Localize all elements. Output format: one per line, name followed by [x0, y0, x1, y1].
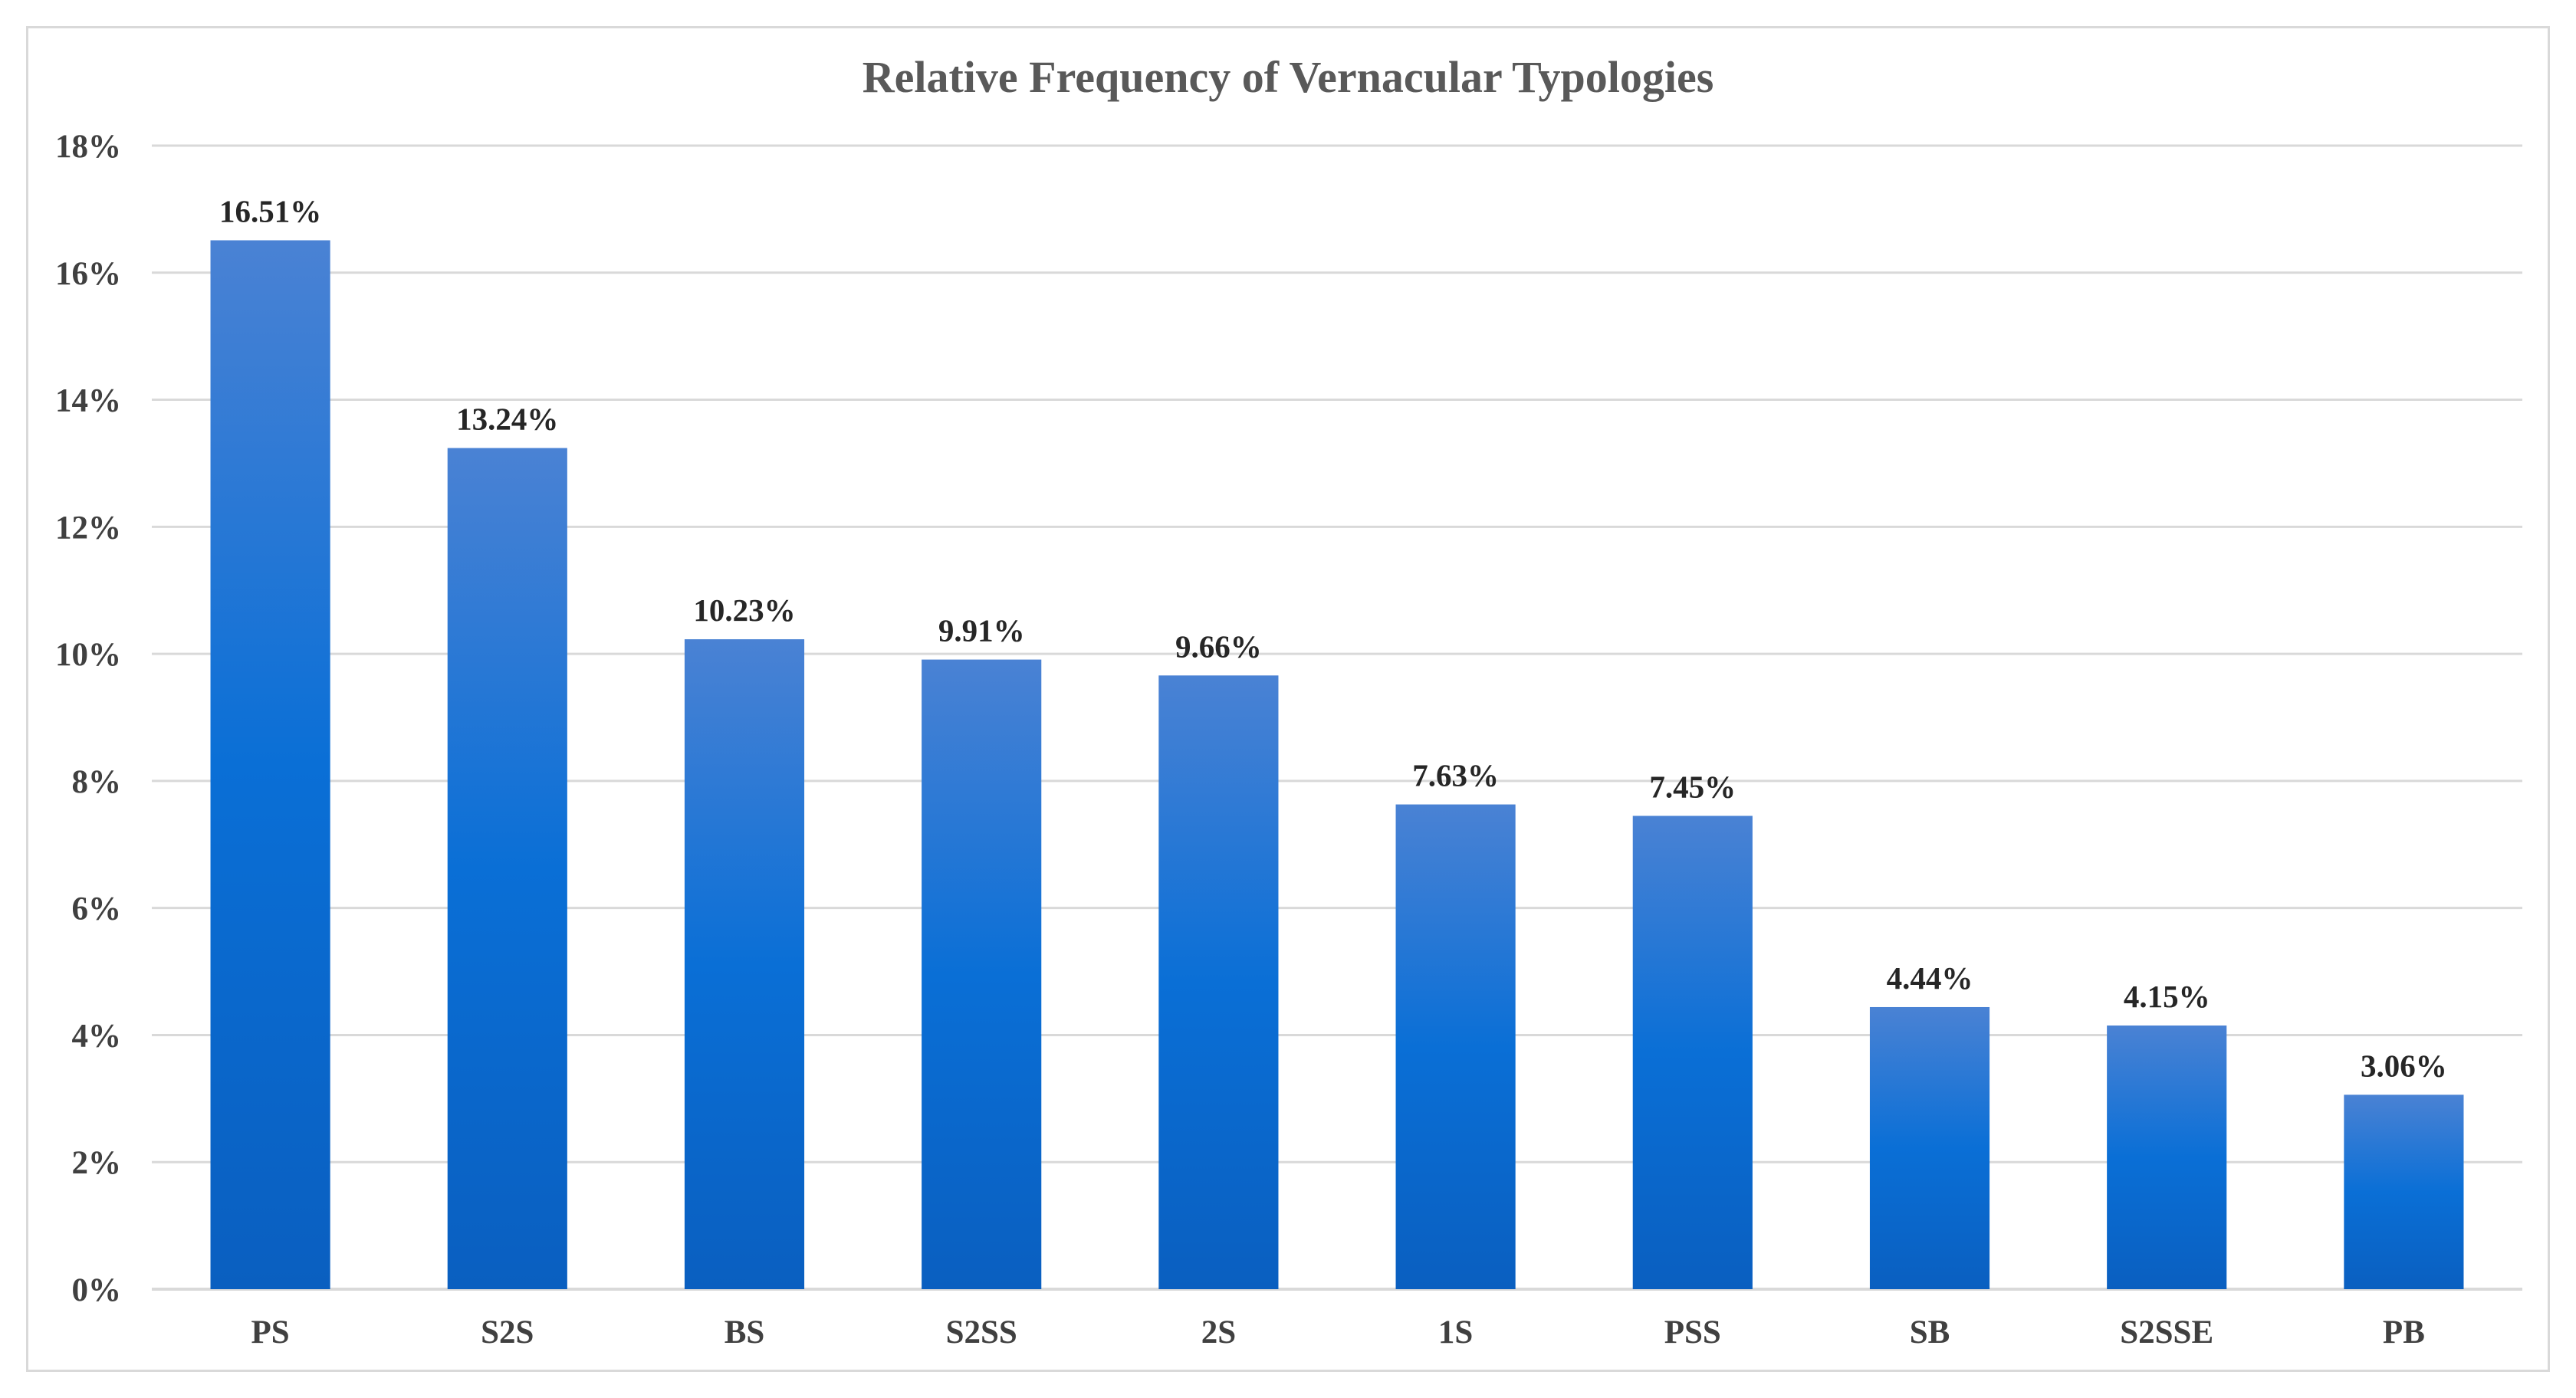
data-label: 3.06% — [2361, 1048, 2447, 1083]
y-axis-tick-labels: 0% 2% 4% 6% 8% 10% 12% 14% 16% 18% — [55, 129, 121, 1308]
data-label: 7.63% — [1412, 758, 1499, 793]
x-category-label: PSS — [1664, 1314, 1721, 1350]
bar-pb — [2344, 1094, 2464, 1289]
y-tick-label: 2% — [72, 1145, 122, 1181]
bar-bs — [684, 639, 805, 1289]
y-tick-label: 0% — [72, 1272, 122, 1308]
x-category-label: S2S — [481, 1314, 534, 1350]
bar-2s — [1158, 675, 1279, 1289]
y-tick-label: 16% — [55, 256, 121, 292]
data-label: 16.51% — [219, 194, 321, 229]
data-label: 13.24% — [456, 402, 558, 437]
x-category-label: BS — [724, 1314, 765, 1350]
y-tick-label: 18% — [55, 129, 121, 165]
data-label: 4.44% — [1887, 960, 1973, 996]
y-tick-label: 12% — [55, 510, 121, 546]
data-label: 4.15% — [2124, 979, 2210, 1014]
bar-1s — [1395, 804, 1516, 1289]
x-category-label: SB — [1910, 1314, 1950, 1350]
x-axis-category-labels: PS S2S BS S2SS 2S 1S PSS SB S2SSE PB — [251, 1314, 2425, 1350]
bars — [210, 240, 2464, 1290]
bar-pss — [1632, 816, 1753, 1289]
data-label: 10.23% — [693, 592, 795, 628]
data-label: 7.45% — [1649, 769, 1736, 804]
bar-sb — [1869, 1006, 1990, 1289]
y-tick-label: 8% — [72, 764, 122, 800]
data-labels: 16.51% 13.24% 10.23% 9.91% 9.66% 7.63% 7.45% 4.… — [219, 194, 2447, 1084]
bar-s2sse — [2107, 1026, 2227, 1289]
x-category-label: S2SSE — [2120, 1314, 2213, 1350]
bar-ps — [210, 240, 330, 1290]
y-tick-label: 6% — [72, 891, 122, 927]
bar-s2ss — [922, 659, 1042, 1289]
x-category-label: PB — [2383, 1314, 2425, 1350]
y-tick-label: 10% — [55, 637, 121, 673]
x-category-label: 1S — [1438, 1314, 1473, 1350]
y-tick-label: 14% — [55, 383, 121, 419]
y-tick-label: 4% — [72, 1018, 122, 1054]
x-category-label: S2SS — [946, 1314, 1017, 1350]
bar-s2s — [447, 448, 567, 1290]
x-category-label: 2S — [1201, 1314, 1236, 1350]
data-label: 9.91% — [938, 613, 1025, 648]
x-category-label: PS — [251, 1314, 290, 1350]
chart-title: Relative Frequency of Vernacular Typolog… — [863, 52, 1714, 102]
data-label: 9.66% — [1175, 628, 1262, 664]
